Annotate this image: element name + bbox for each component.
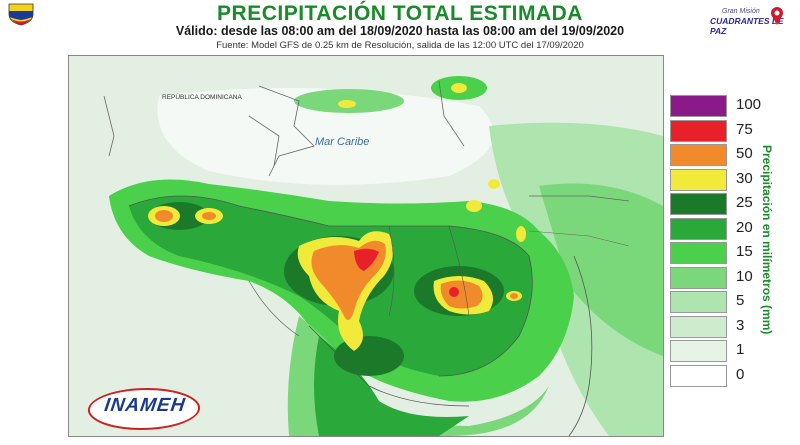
legend-swatch (670, 291, 727, 313)
legend-value: 20 (736, 218, 753, 236)
legend-swatch (670, 217, 727, 240)
legend-swatch (670, 144, 727, 166)
legend-value: 100 (736, 96, 762, 113)
legend-swatch (670, 364, 727, 387)
legend-swatch (670, 266, 727, 289)
legend-swatch (670, 242, 727, 264)
data-source: Fuente: Model GFS de 0.25 km de Resoluci… (216, 40, 584, 51)
legend-value: 30 (736, 169, 753, 187)
legend-value: 25 (736, 194, 753, 211)
location-pin-icon (771, 7, 783, 25)
legend-value: 3 (736, 316, 745, 334)
legend-value: 50 (736, 145, 753, 162)
legend-swatch (670, 168, 727, 191)
legend-unit-label: Precipitación en milímetros (mm) (760, 145, 774, 335)
legend-swatch (670, 95, 727, 117)
region-label: REPÚBLICA DOMINICANA (162, 94, 242, 101)
legend-swatch (670, 193, 727, 215)
validity-period: Válido: desde las 08:00 am del 18/09/202… (175, 24, 625, 38)
legend-swatch (670, 315, 727, 338)
legend-value: 75 (736, 120, 753, 138)
legend-value: 1 (736, 341, 745, 358)
page-title: PRECIPITACIÓN TOTAL ESTIMADA (217, 2, 583, 25)
mission-big-text: CUADRANTES DE PAZ (710, 16, 784, 36)
legend-swatch (670, 119, 727, 142)
legend-value: 15 (736, 243, 753, 260)
precipitation-map: Mar Caribe REPÚBLICA DOMINICANA (68, 55, 664, 437)
legend-swatch (670, 340, 727, 362)
cuadrantes-de-paz-logo: Gran Misión CUADRANTES DE PAZ (708, 4, 788, 38)
precipitation-map-svg (69, 56, 663, 436)
inameh-logo-text: INAMEH (103, 395, 187, 416)
legend-value: 0 (736, 365, 745, 383)
sea-label: Mar Caribe (315, 136, 370, 148)
legend-value: 5 (736, 292, 745, 309)
mission-small-text: Gran Misión (722, 8, 760, 15)
legend-value: 10 (736, 267, 753, 285)
venezuela-shield-icon (6, 2, 36, 26)
